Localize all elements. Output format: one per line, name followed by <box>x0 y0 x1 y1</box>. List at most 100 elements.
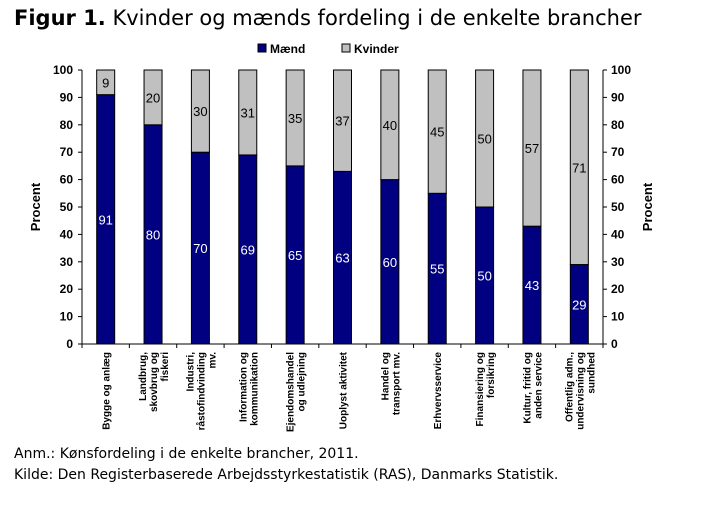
y-tick-label-right: 100 <box>611 63 631 77</box>
bar-segment <box>569 69 589 266</box>
data-label: 31 <box>241 105 255 120</box>
y-axis-title-left: Procent <box>28 182 43 231</box>
y-tick-label-right: 80 <box>611 118 625 132</box>
data-label: 65 <box>288 248 302 263</box>
data-label: 43 <box>525 278 539 293</box>
data-label: 40 <box>383 118 397 133</box>
category-label: Ejendomshandelog udlejning <box>286 352 308 432</box>
category-label-line: Kultur, fritid og <box>522 352 533 424</box>
category-label-line: undervisning og <box>575 352 586 430</box>
bar-segment <box>285 69 305 167</box>
category-label: Finansiering ogforsikring <box>475 352 497 426</box>
category-label-line: Industri, <box>185 352 196 392</box>
y-tick-label-left: 100 <box>53 63 73 77</box>
data-label: 35 <box>288 111 302 126</box>
bar-segment <box>427 69 447 194</box>
category-label-line: og udlejning <box>297 352 308 411</box>
y-tick-label-right: 60 <box>611 173 625 187</box>
category-label: Landbrug,skovbrug ogfiskeri <box>138 352 171 412</box>
category-label-line: Bygge og anlæg <box>102 352 113 430</box>
bar-segment <box>380 69 400 181</box>
bar-segment <box>143 69 163 126</box>
data-label: 37 <box>335 114 349 129</box>
y-tick-label-right: 40 <box>611 227 625 241</box>
legend-swatch <box>341 43 351 53</box>
y-tick-label-left: 10 <box>60 310 74 324</box>
data-label: 70 <box>193 241 207 256</box>
y-tick-label-left: 80 <box>60 118 74 132</box>
category-label-line: Offentlig adm., <box>564 352 575 422</box>
data-label: 45 <box>430 125 444 140</box>
data-label: 9 <box>102 75 109 90</box>
source-note: Kilde: Den Registerbaserede Arbejdsstyrk… <box>14 467 559 483</box>
legend-label: Kvinder <box>354 42 399 56</box>
y-tick-label-right: 90 <box>611 90 625 104</box>
bar-segment <box>190 69 210 153</box>
category-label: Handel ogtransport mv. <box>380 352 402 415</box>
bar-segment <box>96 69 116 96</box>
y-tick-label-right: 0 <box>611 337 618 351</box>
category-label-line: Information og <box>238 352 249 422</box>
figure-title-text: Kvinder og mænds fordeling i de enkelte … <box>105 6 642 30</box>
category-label: Bygge og anlæg <box>102 352 113 430</box>
y-tick-label-right: 70 <box>611 145 625 159</box>
category-label-line: forsikring <box>486 352 497 398</box>
y-tick-label-left: 20 <box>60 282 74 296</box>
category-label-line: anden service <box>533 352 544 419</box>
data-label: 80 <box>146 227 160 242</box>
category-label-line: Uoplyst aktivitet <box>339 351 350 429</box>
figure-label: Figur 1. <box>14 6 106 30</box>
category-label-line: mv. <box>207 352 218 369</box>
y-tick-label-right: 50 <box>611 200 625 214</box>
category-label-line: Handel og <box>380 352 391 400</box>
category-label-line: fiskeri <box>160 352 171 382</box>
legend-label: Mænd <box>270 42 305 56</box>
data-label: 63 <box>335 251 349 266</box>
bar-segment <box>522 69 542 227</box>
category-label-line: sundhed <box>586 352 597 394</box>
legend-swatch <box>257 43 267 53</box>
category-label: Offentlig adm.,undervisning ogsundhed <box>564 352 597 430</box>
data-label: 50 <box>477 132 491 147</box>
y-tick-label-left: 30 <box>60 255 74 269</box>
data-label: 55 <box>430 262 444 277</box>
category-label: Kultur, fritid oganden service <box>522 352 544 424</box>
category-label: Uoplyst aktivitet <box>339 351 350 429</box>
data-label: 71 <box>572 160 586 175</box>
y-tick-label-left: 70 <box>60 145 74 159</box>
category-label: Erhvervsservice <box>433 352 444 430</box>
category-label-line: transport mv. <box>391 352 402 415</box>
bar-segment <box>333 69 352 172</box>
category-label-line: kommunikation <box>249 352 260 426</box>
y-tick-label-left: 50 <box>60 200 74 214</box>
y-tick-label-right: 20 <box>611 282 625 296</box>
data-label: 50 <box>477 269 491 284</box>
category-label: Industri,råstofindvindingmv. <box>185 352 218 431</box>
data-label: 20 <box>146 90 160 105</box>
figure-title: Figur 1. Kvinder og mænds fordeling i de… <box>14 6 642 30</box>
category-label-line: Erhvervsservice <box>433 352 444 430</box>
data-label: 60 <box>383 255 397 270</box>
category-label-line: Finansiering og <box>475 352 486 426</box>
category-label-line: Ejendomshandel <box>286 352 297 432</box>
category-label-line: Landbrug, <box>138 352 149 401</box>
data-label: 57 <box>525 141 539 156</box>
data-label: 29 <box>572 297 586 312</box>
y-tick-label-right: 30 <box>611 255 625 269</box>
y-tick-label-right: 10 <box>611 310 625 324</box>
bar-segment <box>475 69 495 208</box>
y-axis-title-right: Procent <box>640 182 655 231</box>
y-tick-label-left: 90 <box>60 90 74 104</box>
y-tick-label-left: 40 <box>60 227 74 241</box>
category-label-line: råstofindvinding <box>195 352 207 430</box>
data-label: 69 <box>241 242 255 257</box>
category-label: Information ogkommunikation <box>238 352 260 426</box>
y-tick-label-left: 60 <box>60 173 74 187</box>
annotation-note: Anm.: Kønsfordeling i de enkelte branche… <box>14 446 359 462</box>
data-label: 91 <box>98 212 112 227</box>
bar-segment <box>238 69 258 156</box>
y-tick-label-left: 0 <box>66 337 73 351</box>
category-label-line: skovbrug og <box>149 352 160 412</box>
data-label: 30 <box>193 104 207 119</box>
